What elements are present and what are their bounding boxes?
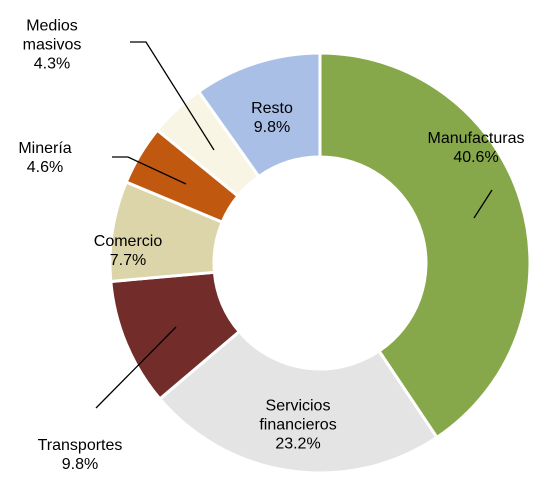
value-label: 23.2%	[275, 435, 321, 453]
category-name: Medios masivos	[22, 17, 82, 54]
category-name: Minería	[18, 140, 72, 157]
slice-label: Minería 4.6%	[0, 139, 90, 177]
category-name: Transportes	[37, 437, 123, 454]
slice-label: Transportes 9.8%	[25, 436, 135, 474]
slice-label: Resto 9.8%	[232, 99, 312, 137]
slice	[318, 51, 532, 440]
value-label: 7.7%	[109, 252, 147, 269]
value-label: 40.6%	[453, 149, 499, 166]
slice-label: Comercio 7.7%	[73, 232, 183, 270]
slice-label: Manufacturas 40.6%	[411, 129, 541, 167]
value-label: 9.8%	[61, 456, 99, 473]
value-label: 4.6%	[26, 159, 64, 176]
value-label: 4.3%	[33, 55, 71, 73]
slice	[196, 51, 322, 179]
category-name: Resto	[251, 100, 293, 117]
category-name: Comercio	[93, 233, 163, 250]
leader-line	[473, 189, 493, 219]
category-name: Servicios financieros	[259, 397, 337, 434]
slice-label: Servicios financieros 23.2%	[243, 397, 353, 454]
value-label: 9.8%	[253, 119, 291, 136]
leader-line	[112, 156, 187, 185]
slice	[157, 329, 440, 475]
leader-line	[130, 41, 215, 151]
category-name: Manufacturas	[427, 130, 525, 147]
slice-label: Medios masivos 4.3%	[12, 17, 92, 74]
leader-line	[95, 326, 177, 409]
